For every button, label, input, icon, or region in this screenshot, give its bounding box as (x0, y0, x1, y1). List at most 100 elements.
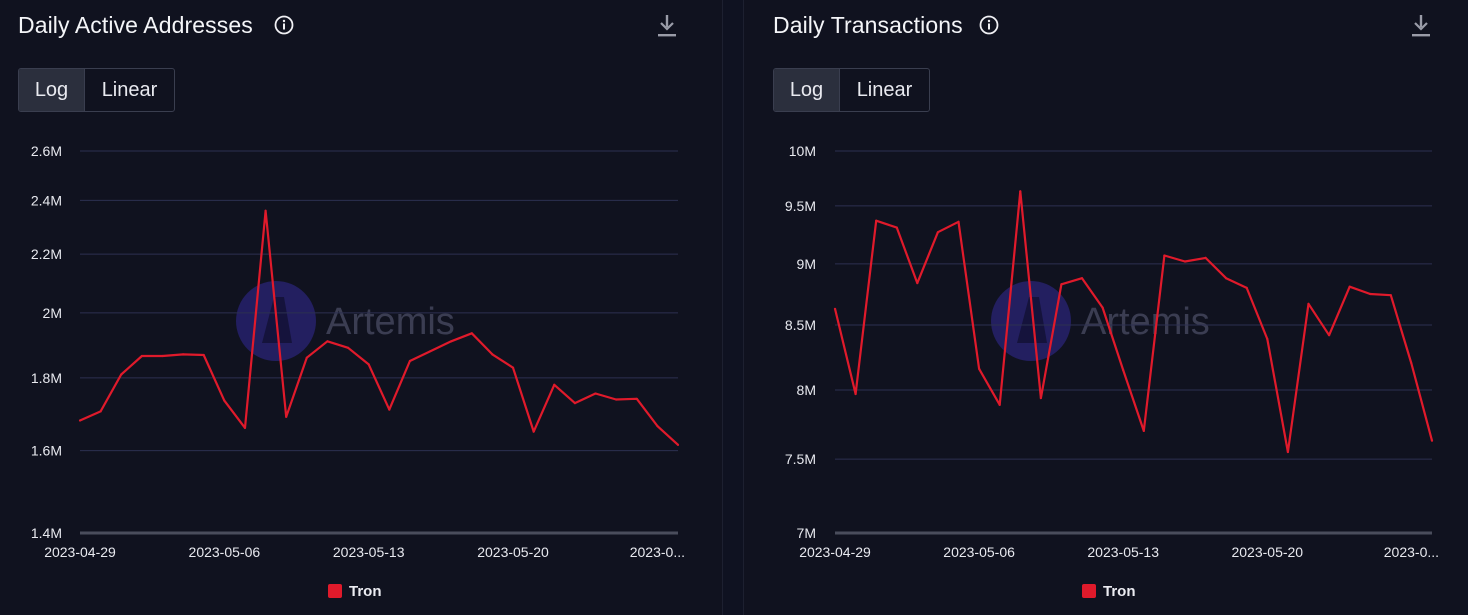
info-icon[interactable] (979, 15, 999, 35)
x-tick-label: 2023-05-20 (477, 544, 549, 560)
data-point[interactable] (223, 399, 226, 402)
data-point[interactable] (1142, 429, 1145, 433)
data-point[interactable] (1369, 292, 1372, 296)
y-tick-label: 10M (789, 143, 816, 159)
data-point[interactable] (573, 402, 576, 405)
data-point[interactable] (1122, 368, 1125, 372)
x-tick-label: 2023-04-29 (799, 544, 871, 560)
data-point[interactable] (140, 354, 143, 358)
data-point[interactable] (1101, 306, 1104, 309)
data-point[interactable] (264, 209, 267, 212)
panel-divider (722, 0, 744, 615)
data-point[interactable] (1307, 302, 1310, 305)
chart-panel-daily-transactions: Daily Transactions Log Linear Artemis 7M 7… (744, 0, 1466, 615)
x-tick-label: 2023-0... (1384, 544, 1439, 560)
line-chart-daily-transactions: Artemis 7M 7.5M 8M 8.5M 9M 9.5M 10M 2023-04-29 20… (785, 143, 1439, 560)
data-point[interactable] (1183, 260, 1187, 263)
data-point[interactable] (895, 226, 898, 229)
data-point[interactable] (388, 408, 391, 411)
data-point[interactable] (1204, 256, 1207, 260)
data-point[interactable] (470, 332, 473, 335)
data-point[interactable] (1163, 254, 1166, 257)
data-point[interactable] (182, 353, 185, 356)
data-point[interactable] (1430, 439, 1434, 442)
data-point[interactable] (833, 307, 837, 310)
log-scale-button[interactable]: Log (774, 69, 840, 111)
linear-scale-button[interactable]: Linear (101, 78, 158, 101)
y-tick-label: 1.6M (31, 443, 62, 459)
data-point[interactable] (367, 363, 370, 366)
data-point[interactable] (676, 443, 680, 446)
y-tick-label: 2.6M (31, 143, 62, 159)
linear-scale-button[interactable]: Linear (856, 78, 913, 101)
data-point[interactable] (243, 426, 247, 429)
line-chart-daily-active-addresses: Artemis 1.4M 1.6M 1.8M 2M 2.2M 2.4M 2.6M 2023-04… (31, 143, 685, 560)
y-tick-label: 8.5M (785, 317, 816, 333)
y-tick-label: 2.2M (31, 246, 62, 262)
data-point[interactable] (916, 281, 919, 285)
data-point[interactable] (491, 353, 494, 356)
data-point[interactable] (656, 424, 659, 428)
data-point[interactable] (1266, 337, 1269, 341)
y-tick-label: 2M (43, 305, 62, 321)
data-point[interactable] (408, 359, 412, 363)
data-point[interactable] (1225, 277, 1228, 280)
data-point[interactable] (875, 219, 878, 222)
data-point[interactable] (285, 415, 288, 418)
data-point[interactable] (161, 354, 164, 358)
data-point[interactable] (1080, 277, 1084, 280)
x-tick-label: 2023-04-29 (44, 544, 116, 560)
data-point[interactable] (326, 340, 329, 343)
data-point[interactable] (936, 231, 940, 234)
chart-legend[interactable]: Tron (1082, 582, 1136, 600)
chart-legend[interactable]: Tron (328, 582, 382, 600)
data-point[interactable] (120, 373, 123, 376)
data-point[interactable] (429, 349, 432, 353)
data-point[interactable] (1060, 283, 1063, 286)
artemis-watermark: Artemis (991, 281, 1210, 361)
series-line-tron[interactable] (79, 209, 679, 446)
data-point[interactable] (511, 366, 515, 369)
legend-label-tron: Tron (1103, 582, 1136, 600)
download-icon[interactable] (1411, 14, 1431, 38)
data-point[interactable] (998, 403, 1001, 406)
data-point[interactable] (1019, 190, 1022, 193)
data-point[interactable] (202, 353, 205, 357)
data-point[interactable] (978, 367, 981, 370)
y-tick-label: 9M (797, 256, 816, 272)
data-point[interactable] (532, 430, 535, 433)
download-icon[interactable] (657, 14, 677, 38)
x-tick-label: 2023-0... (630, 544, 685, 560)
y-tick-label: 9.5M (785, 198, 816, 214)
data-point[interactable] (1410, 362, 1413, 365)
data-point[interactable] (450, 340, 453, 343)
data-point[interactable] (305, 356, 308, 359)
data-point[interactable] (1039, 396, 1042, 400)
data-point[interactable] (635, 397, 638, 400)
data-point[interactable] (957, 220, 960, 223)
data-point[interactable] (99, 410, 102, 413)
legend-label-tron: Tron (349, 582, 382, 600)
data-point[interactable] (854, 392, 857, 396)
data-point[interactable] (1286, 450, 1289, 454)
info-icon[interactable] (274, 15, 294, 35)
y-tick-label: 8M (797, 382, 816, 398)
data-point[interactable] (1245, 286, 1248, 290)
log-scale-button[interactable]: Log (19, 69, 85, 111)
data-point[interactable] (1348, 285, 1351, 288)
data-point[interactable] (553, 383, 556, 386)
x-tick-label: 2023-05-20 (1231, 544, 1303, 560)
scale-toggle: Log Linear (18, 68, 175, 112)
data-point[interactable] (1327, 334, 1331, 337)
legend-swatch (328, 584, 342, 598)
data-point[interactable] (78, 419, 82, 422)
y-tick-label: 1.4M (31, 525, 62, 541)
data-point[interactable] (615, 398, 618, 401)
data-point[interactable] (594, 392, 597, 395)
data-point[interactable] (346, 346, 350, 349)
x-tick-label: 2023-05-06 (943, 544, 1015, 560)
artemis-logo-mark (1017, 297, 1047, 343)
series-line-tron[interactable] (833, 190, 1434, 454)
data-point[interactable] (1389, 294, 1392, 297)
artemis-watermark: Artemis (236, 281, 455, 361)
